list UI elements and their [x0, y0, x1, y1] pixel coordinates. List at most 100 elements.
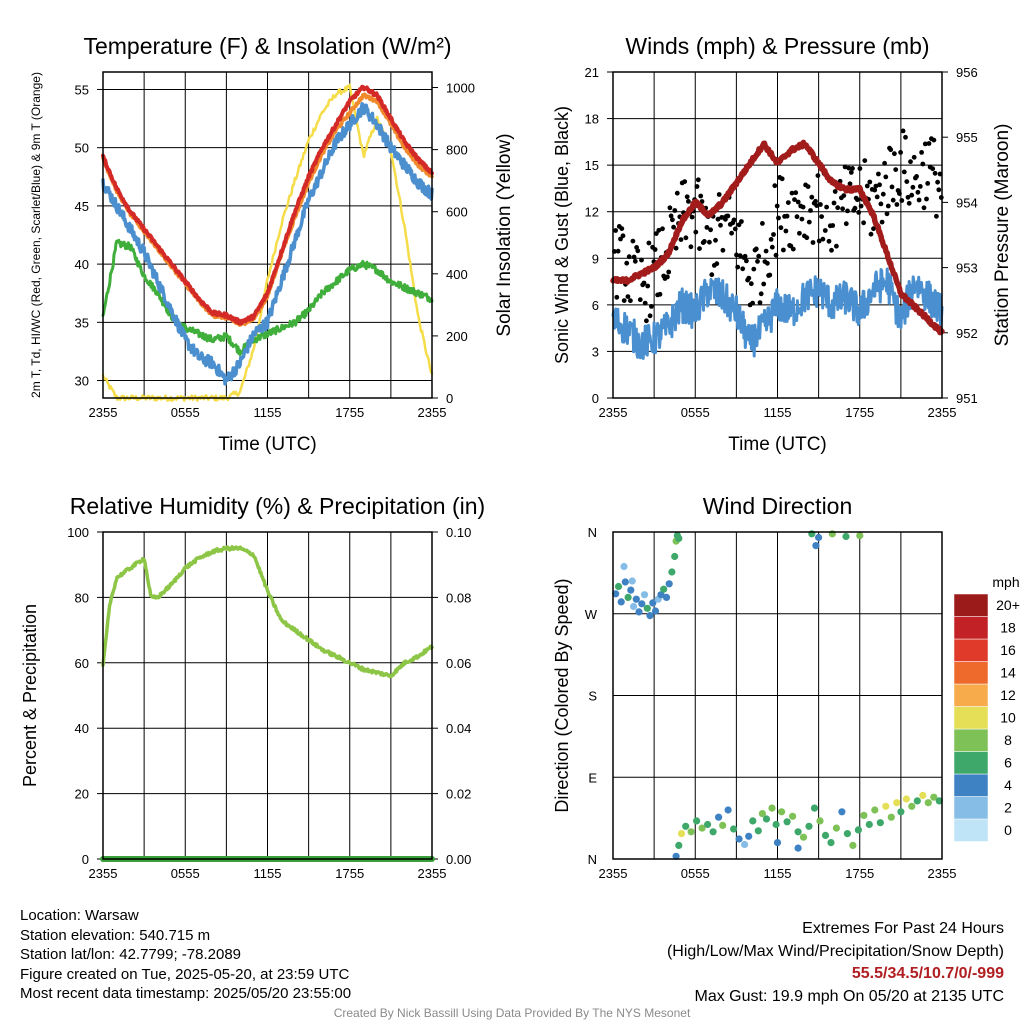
direction-point — [913, 797, 921, 805]
gust-point — [873, 183, 879, 189]
gust-point — [667, 205, 673, 211]
direction-point — [887, 813, 895, 821]
direction-point — [772, 820, 780, 829]
gust-point — [702, 239, 707, 244]
gust-point — [911, 154, 917, 160]
gust-point — [672, 208, 678, 213]
temp-chart-ytick: 30 — [75, 374, 89, 389]
gust-point — [848, 170, 854, 175]
gust-point — [740, 266, 746, 272]
extremes-block: Extremes For Past 24 Hours (High/Low/Max… — [667, 918, 1004, 1008]
rh-chart-ytick-right: 0.02 — [446, 787, 471, 802]
rh-chart-title: Relative Humidity (%) & Precipitation (i… — [70, 493, 485, 519]
gust-point — [856, 210, 862, 215]
gust-point — [656, 227, 662, 233]
station-elevation: Station elevation: 540.715 m — [20, 926, 211, 944]
gust-point — [644, 318, 649, 324]
gust-point — [880, 191, 886, 197]
direction-point — [640, 591, 649, 599]
gust-point — [799, 216, 805, 222]
temp-chart-xtick: 2355 — [89, 405, 118, 420]
direction-chart-xtick: 1155 — [764, 866, 792, 881]
gust-point — [814, 203, 820, 209]
direction-point — [724, 806, 732, 814]
legend-swatch — [953, 728, 989, 752]
gust-point — [826, 238, 832, 244]
direction-point — [672, 852, 680, 860]
gust-point — [819, 214, 824, 220]
direction-point — [735, 835, 743, 843]
gust-point — [734, 252, 739, 258]
legend-swatch — [953, 638, 989, 662]
direction-point — [783, 818, 791, 826]
gust-point — [668, 213, 674, 219]
gust-point — [922, 141, 928, 147]
gust-point — [635, 248, 641, 254]
rh-chart-ytick: 100 — [67, 525, 89, 540]
solar-insolation-line — [101, 83, 434, 403]
rh-chart-xtick: 1155 — [254, 866, 282, 881]
gust-point — [936, 187, 942, 193]
legend-label: 8 — [1004, 732, 1012, 748]
direction-point — [614, 582, 623, 591]
direction-point — [876, 819, 884, 827]
gust-point — [810, 240, 816, 245]
legend-label: 16 — [1000, 642, 1016, 658]
direction-point — [821, 831, 830, 840]
gust-point — [800, 204, 806, 210]
rh-chart-ytick: 40 — [75, 721, 89, 736]
gust-point — [753, 246, 759, 252]
extremes-subtitle: (High/Low/Max Wind/Precipitation/Snow De… — [666, 942, 1004, 960]
gust-point — [621, 298, 627, 303]
rh-chart-ylabel: Percent & Precipitation — [20, 604, 40, 787]
gust-point — [746, 275, 752, 281]
gust-point — [806, 219, 812, 225]
gust-point — [890, 197, 896, 203]
direction-point — [621, 578, 629, 586]
gust-point — [689, 214, 695, 220]
gust-point — [671, 224, 676, 230]
rh-chart-ytick-right: 0.06 — [446, 656, 471, 671]
max-gust: Max Gust: 19.9 mph On 05/20 at 2135 UTC — [694, 987, 1005, 1005]
gust-point — [901, 169, 907, 175]
temp-chart-ytick-right: 800 — [446, 143, 468, 158]
gust-point — [765, 260, 770, 266]
gust-point — [760, 221, 765, 226]
gust-point — [908, 159, 913, 165]
direction-point — [789, 812, 797, 820]
direction-point — [902, 795, 911, 803]
station-latlon: Station lat/lon: 42.7799; -78.2089 — [20, 946, 242, 963]
legend-swatch — [953, 751, 989, 775]
direction-point — [660, 585, 668, 593]
direction-chart-title: Wind Direction — [703, 493, 853, 519]
gust-point — [809, 194, 815, 200]
gust-point — [930, 166, 936, 172]
gust-point — [900, 128, 906, 134]
temp-chart-ytick: 50 — [75, 141, 89, 156]
gust-point — [876, 171, 881, 177]
legend-swatch — [953, 706, 989, 730]
wind-chart-ytick: 9 — [592, 251, 599, 266]
direction-point — [849, 841, 857, 850]
gust-point — [774, 203, 780, 209]
wind-chart-ytick: 6 — [592, 298, 599, 313]
rh-chart-frame — [102, 531, 433, 860]
gust-point — [707, 239, 712, 245]
direction-point — [768, 804, 776, 812]
direction-point — [754, 827, 762, 835]
temp-chart-ytick-right: 1000 — [446, 81, 475, 96]
rh-chart-ytick-right: 0.00 — [446, 852, 471, 867]
direction-point — [698, 824, 706, 832]
gust-point — [772, 183, 778, 189]
direction-point — [715, 813, 723, 821]
gust-point — [884, 211, 890, 217]
gust-point — [767, 272, 773, 278]
gust-point — [841, 193, 847, 199]
direction-point — [794, 828, 802, 836]
direction-point — [778, 808, 786, 816]
direction-chart-ylabel: Direction (Colored By Speed) — [552, 578, 572, 812]
direction-point — [741, 840, 749, 849]
legend-swatch — [953, 661, 989, 685]
gust-point — [842, 164, 848, 170]
wind-chart-ytick-right: 953 — [956, 261, 978, 276]
